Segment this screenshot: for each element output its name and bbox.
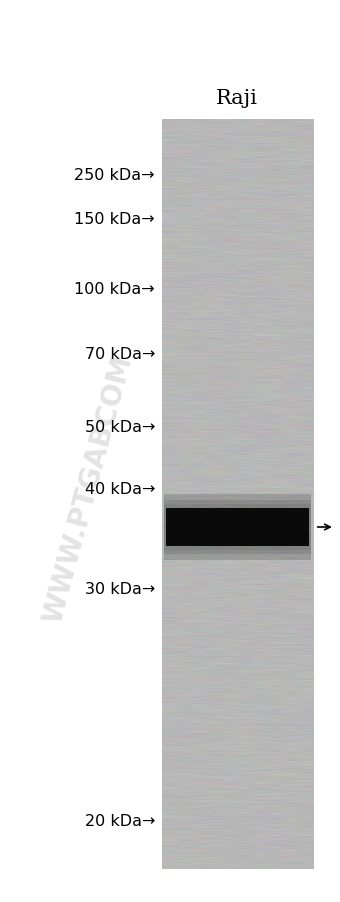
Text: 250 kDa→: 250 kDa→ (74, 167, 155, 182)
Bar (166, 509, 309, 547)
Text: WWW.PTGABCOM: WWW.PTGABCOM (39, 353, 137, 626)
Bar (164, 504, 311, 550)
Text: 30 kDa→: 30 kDa→ (85, 582, 155, 597)
Text: 20 kDa→: 20 kDa→ (85, 814, 155, 829)
Text: 70 kDa→: 70 kDa→ (85, 347, 155, 362)
Text: 100 kDa→: 100 kDa→ (74, 282, 155, 297)
Text: 40 kDa→: 40 kDa→ (85, 482, 155, 497)
Text: 50 kDa→: 50 kDa→ (85, 420, 155, 435)
Text: 150 kDa→: 150 kDa→ (74, 212, 155, 227)
Text: Raji: Raji (216, 89, 258, 108)
Bar (164, 494, 311, 560)
Bar (164, 501, 311, 555)
